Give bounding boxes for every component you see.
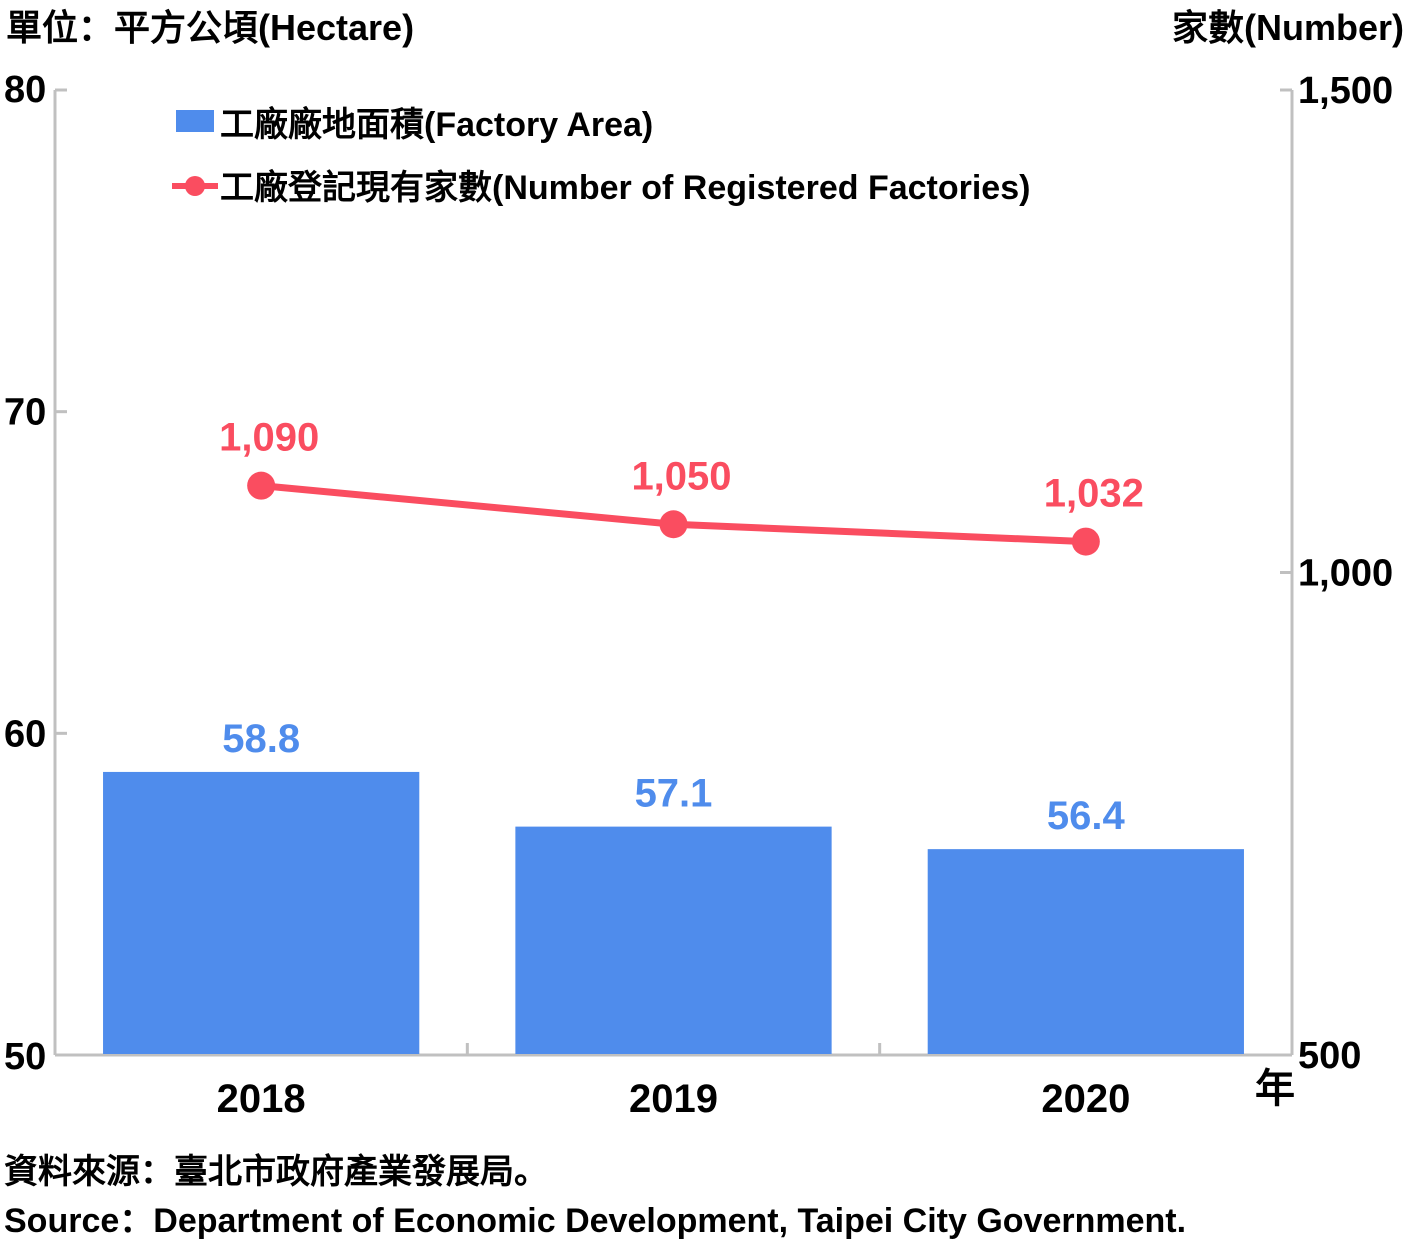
bar-data-label: 58.8: [222, 717, 300, 761]
bar-data-label: 57.1: [635, 772, 713, 816]
left-tick-label: 80: [4, 69, 46, 111]
line-point: [659, 510, 688, 539]
legend-bar-swatch: [176, 110, 214, 132]
x-axis-ticks: 2018 2019 2020: [217, 1043, 1130, 1121]
right-tick-label: 1,500: [1298, 70, 1393, 112]
bar: [927, 849, 1244, 1054]
line-point: [1071, 527, 1100, 556]
legend-line-label: 工廠登記現有家數(Number of Registered Factories): [220, 168, 1030, 207]
x-category-label: 2018: [217, 1077, 306, 1121]
left-tick-label: 60: [4, 713, 46, 755]
legend: 工廠廠地面積(Factory Area) 工廠登記現有家數(Number of …: [172, 105, 1030, 207]
legend-line-marker: [185, 176, 205, 196]
right-axis-title: 家數(Number): [1172, 7, 1404, 48]
x-category-label: 2020: [1041, 1077, 1130, 1121]
line-series: 1,090 1,050 1,032: [219, 416, 1144, 556]
x-unit-label: 年: [1255, 1067, 1295, 1111]
line-data-label: 1,090: [219, 416, 319, 460]
x-category-label: 2019: [629, 1077, 718, 1121]
bar: [515, 826, 832, 1054]
right-tick-label: 500: [1298, 1035, 1361, 1077]
legend-bar-label: 工廠廠地面積(Factory Area): [220, 105, 653, 144]
source-zh: 資料來源：臺北市政府產業發展局。: [4, 1152, 548, 1191]
bar-data-label: 56.4: [1047, 794, 1126, 838]
left-tick-label: 50: [4, 1036, 46, 1078]
left-axis-title: 單位：平方公頃(Hectare): [6, 7, 414, 48]
line-point: [247, 471, 276, 500]
left-axis-ticks: 50 60 70 80: [4, 69, 67, 1078]
source-en: Source：Department of Economic Developmen…: [4, 1202, 1186, 1240]
line-data-label: 1,032: [1044, 472, 1144, 516]
bar-series: 58.8 57.1 56.4: [103, 717, 1244, 1054]
right-axis-ticks: 500 1,000 1,500: [1280, 70, 1393, 1077]
right-tick-label: 1,000: [1298, 553, 1393, 595]
left-tick-label: 70: [4, 392, 46, 434]
line-data-label: 1,050: [631, 454, 731, 498]
bar: [103, 771, 420, 1054]
